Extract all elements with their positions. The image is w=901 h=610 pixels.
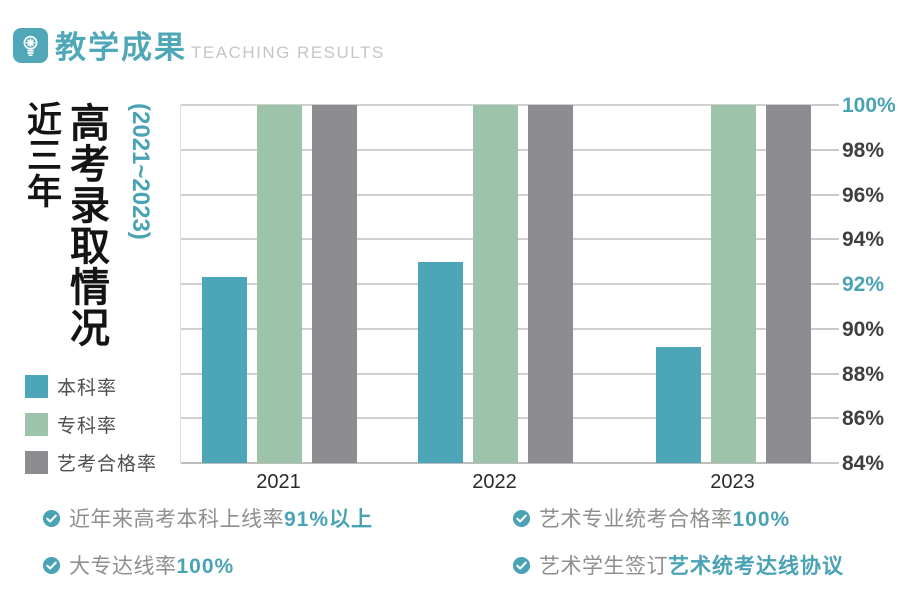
footnotes-right-column: 艺术专业统考合格率100% 艺术学生签订艺术统考达线协议: [512, 503, 844, 580]
y-axis-label-92%: 92%: [842, 273, 885, 296]
y-axis-tick-100%: [812, 104, 839, 106]
y-axis-label-100%: 100%: [842, 94, 896, 117]
check-icon: [512, 556, 531, 574]
footnote-highlight: 100%: [176, 555, 235, 578]
footnote-item: 艺术学生签订艺术统考达线协议: [512, 550, 844, 580]
lightbulb-icon: [13, 28, 48, 63]
footnote-prefix: 艺术学生签订: [539, 555, 668, 578]
footnote-prefix: 艺术专业统考合格率: [539, 508, 733, 531]
bar-艺考合格率-2023: [766, 105, 811, 463]
y-axis-tick-92%: [812, 283, 839, 285]
y-axis-label-84%: 84%: [842, 452, 885, 475]
y-axis-tick-88%: [812, 372, 839, 375]
chart-title-period: 近三年: [22, 101, 61, 209]
footnote-text: 艺术专业统考合格率100%: [539, 503, 790, 533]
chart-legend: 本科率专科率艺考合格率: [25, 373, 157, 476]
footnote-text: 大专达线率100%: [69, 550, 234, 580]
y-axis-tick-90%: [812, 327, 839, 330]
bar-专科率-2023: [711, 105, 756, 463]
footnotes-left-column: 近年来高考本科上线率91%以上 大专达线率100%: [42, 503, 373, 580]
y-axis-tick-84%: [812, 462, 839, 464]
gridline-84%: [181, 462, 812, 464]
y-axis-label-96%: 96%: [842, 183, 885, 207]
check-icon: [512, 509, 531, 527]
footnote-item: 近年来高考本科上线率91%以上: [42, 503, 373, 533]
bar-专科率-2021: [257, 105, 302, 463]
header: 教学成果 TEACHING RESULTS: [13, 28, 385, 63]
footnote-text: 艺术学生签订艺术统考达线协议: [539, 550, 844, 580]
x-axis-label-2021: 2021: [256, 471, 301, 493]
y-axis-label-86%: 86%: [842, 407, 885, 431]
x-axis-label-2022: 2022: [472, 471, 517, 493]
chart-title-main: 高考录取情况: [64, 102, 108, 348]
y-axis-tick-96%: [812, 193, 839, 196]
footnote-item: 大专达线率100%: [42, 550, 373, 580]
footnote-item: 艺术专业统考合格率100%: [512, 503, 844, 533]
x-axis-label-2023: 2023: [710, 471, 755, 493]
bar-本科率-2021: [202, 277, 247, 463]
bar-chart-plot-area: [180, 104, 839, 464]
y-axis-label-98%: 98%: [842, 138, 885, 162]
page-title: 教学成果: [55, 30, 187, 65]
y-axis-label-94%: 94%: [842, 228, 885, 252]
legend-item-艺考合格率: 艺考合格率: [25, 449, 157, 476]
footnote-prefix: 近年来高考本科上线率: [69, 508, 284, 531]
footnote-prefix: 大专达线率: [69, 555, 177, 578]
check-icon: [42, 556, 61, 574]
y-axis-tick-94%: [812, 238, 839, 241]
bar-艺考合格率-2022: [528, 105, 573, 463]
y-axis-tick-98%: [812, 148, 839, 151]
footnote-highlight: 艺术统考达线协议: [668, 555, 844, 578]
bar-本科率-2023: [656, 346, 701, 463]
footnote-highlight: 91%以上: [284, 508, 374, 531]
bar-专科率-2022: [473, 105, 518, 463]
page-subtitle: TEACHING RESULTS: [191, 43, 385, 63]
legend-label: 本科率: [57, 378, 118, 399]
footnote-text: 近年来高考本科上线率91%以上: [69, 503, 373, 533]
y-axis-label-88%: 88%: [842, 362, 885, 386]
check-icon: [42, 509, 61, 527]
bar-艺考合格率-2021: [312, 105, 357, 463]
legend-swatch: [25, 375, 48, 398]
legend-swatch: [25, 413, 48, 436]
y-axis-tick-86%: [812, 417, 839, 420]
chart-title-years-range: (2021~2023): [127, 103, 154, 240]
legend-label: 艺考合格率: [57, 454, 158, 475]
y-axis-label-90%: 90%: [842, 317, 885, 341]
legend-item-专科率: 专科率: [25, 411, 157, 438]
legend-item-本科率: 本科率: [25, 373, 157, 400]
bar-本科率-2022: [418, 261, 463, 463]
legend-swatch: [25, 451, 48, 474]
legend-label: 专科率: [57, 416, 118, 437]
footnote-highlight: 100%: [732, 508, 791, 531]
